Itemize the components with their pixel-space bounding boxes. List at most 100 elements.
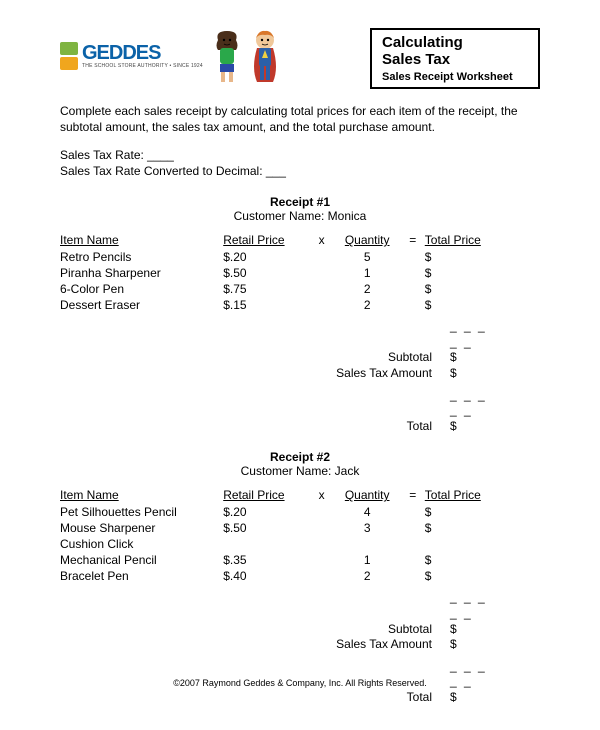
- tax-rate-decimal-line: Sales Tax Rate Converted to Decimal: ___: [60, 163, 540, 179]
- item-name: Cushion Click: [60, 536, 223, 552]
- totals-section: _ _ _ _ _Subtotal$Sales Tax Amount$_ _ _…: [60, 590, 540, 705]
- totals-label: [310, 319, 450, 350]
- totals-row: Total$: [60, 419, 540, 435]
- totals-row: Sales Tax Amount$: [60, 366, 540, 382]
- item-name: Mouse Sharpener: [60, 520, 223, 536]
- totals-value: $: [450, 637, 540, 653]
- customer-name: Customer Name: Monica: [60, 209, 540, 223]
- col-total: Total Price: [425, 488, 540, 504]
- totals-value: _ _ _ _ _: [450, 590, 540, 621]
- totals-row: Total$: [60, 690, 540, 706]
- item-name: Pet Silhouettes Pencil: [60, 504, 223, 520]
- total-price: $: [425, 281, 540, 297]
- receipt-table: Item NameRetail PricexQuantity=Total Pri…: [60, 488, 540, 584]
- receipt-title: Receipt #2: [60, 450, 540, 464]
- quantity: 3: [334, 520, 401, 536]
- total-price: $: [425, 297, 540, 313]
- receipt-block: Receipt #1Customer Name: Monica Item Name…: [60, 195, 540, 434]
- totals-label: [310, 388, 450, 419]
- totals-label: Subtotal: [310, 350, 450, 366]
- instructions-text: Complete each sales receipt by calculati…: [60, 103, 540, 135]
- receipt-table: Item NameRetail PricexQuantity=Total Pri…: [60, 233, 540, 313]
- tax-rate-line: Sales Tax Rate: ____: [60, 147, 540, 163]
- quantity: 2: [334, 568, 401, 584]
- total-price: $: [425, 265, 540, 281]
- col-item: Item Name: [60, 233, 223, 249]
- table-row: 6-Color Pen$.752$: [60, 281, 540, 297]
- retail-price: $.15: [223, 297, 309, 313]
- col-eq: =: [401, 488, 425, 504]
- worksheet-header: GEDDES THE SCHOOL STORE AUTHORITY • SINC…: [60, 28, 540, 89]
- copyright-footer: ©2007 Raymond Geddes & Company, Inc. All…: [0, 678, 600, 688]
- col-qty: Quantity: [334, 488, 401, 504]
- quantity: [334, 536, 401, 552]
- table-row: Dessert Eraser$.152$: [60, 297, 540, 313]
- retail-price: $.50: [223, 265, 309, 281]
- quantity: 4: [334, 504, 401, 520]
- item-name: Piranha Sharpener: [60, 265, 223, 281]
- retail-price: [223, 536, 309, 552]
- totals-label: Sales Tax Amount: [310, 366, 450, 382]
- totals-value: $: [450, 622, 540, 638]
- table-row: Mechanical Pencil$.351$: [60, 552, 540, 568]
- totals-label: Total: [310, 419, 450, 435]
- totals-value: $: [450, 690, 540, 706]
- title-line2: Sales Tax: [382, 51, 528, 68]
- table-row: Piranha Sharpener$.50 1 $: [60, 265, 540, 281]
- item-name: Dessert Eraser: [60, 297, 223, 313]
- retail-price: $.75: [223, 281, 309, 297]
- totals-label: Sales Tax Amount: [310, 637, 450, 653]
- logo-subline: THE SCHOOL STORE AUTHORITY • SINCE 1924: [82, 63, 203, 69]
- item-name: Bracelet Pen: [60, 568, 223, 584]
- item-name: Retro Pencils: [60, 249, 223, 265]
- totals-row: _ _ _ _ _: [60, 388, 540, 419]
- receipt-title: Receipt #1: [60, 195, 540, 209]
- total-price: $: [425, 249, 540, 265]
- totals-row: Subtotal$: [60, 350, 540, 366]
- col-total: Total Price: [425, 233, 540, 249]
- retail-price: $.35: [223, 552, 309, 568]
- total-price: $: [425, 568, 540, 584]
- totals-value: $: [450, 350, 540, 366]
- col-eq: =: [401, 233, 425, 249]
- col-price: Retail Price: [223, 233, 309, 249]
- logo-text: GEDDES: [82, 43, 203, 63]
- table-row: Mouse Sharpener$.50 3 $: [60, 520, 540, 536]
- quantity: 1: [334, 552, 401, 568]
- totals-value: _ _ _ _ _: [450, 388, 540, 419]
- logo-icon: [60, 42, 78, 70]
- col-price: Retail Price: [223, 488, 309, 504]
- header-left: GEDDES THE SCHOOL STORE AUTHORITY • SINC…: [60, 28, 283, 84]
- totals-label: [310, 590, 450, 621]
- item-name: 6-Color Pen: [60, 281, 223, 297]
- geddes-logo: GEDDES THE SCHOOL STORE AUTHORITY • SINC…: [60, 42, 203, 70]
- totals-value: $: [450, 419, 540, 435]
- cartoon-characters: [209, 28, 283, 84]
- col-qty: Quantity: [334, 233, 401, 249]
- quantity: 1: [334, 265, 401, 281]
- table-row: Bracelet Pen$.40 2 $: [60, 568, 540, 584]
- totals-row: _ _ _ _ _: [60, 319, 540, 350]
- retail-price: $.50: [223, 520, 309, 536]
- totals-value: $: [450, 366, 540, 382]
- retail-price: $.20: [223, 249, 309, 265]
- title-line1: Calculating: [382, 34, 528, 51]
- col-item: Item Name: [60, 488, 223, 504]
- totals-row: Sales Tax Amount$: [60, 637, 540, 653]
- table-row: Cushion Click: [60, 536, 540, 552]
- totals-label: Subtotal: [310, 622, 450, 638]
- quantity: 5: [334, 249, 401, 265]
- col-x: x: [310, 233, 334, 249]
- title-sub: Sales Receipt Worksheet: [382, 71, 528, 83]
- customer-name: Customer Name: Jack: [60, 464, 540, 478]
- receipt-block: Receipt #2Customer Name: Jack Item NameRe…: [60, 450, 540, 705]
- totals-value: _ _ _ _ _: [450, 319, 540, 350]
- col-x: x: [310, 488, 334, 504]
- girl-character-icon: [209, 28, 245, 84]
- title-box: Calculating Sales Tax Sales Receipt Work…: [370, 28, 540, 89]
- total-price: $: [425, 504, 540, 520]
- table-row: Pet Silhouettes Pencil$.204$: [60, 504, 540, 520]
- retail-price: $.40: [223, 568, 309, 584]
- total-price: $: [425, 520, 540, 536]
- table-row: Retro Pencils$.20 5 $: [60, 249, 540, 265]
